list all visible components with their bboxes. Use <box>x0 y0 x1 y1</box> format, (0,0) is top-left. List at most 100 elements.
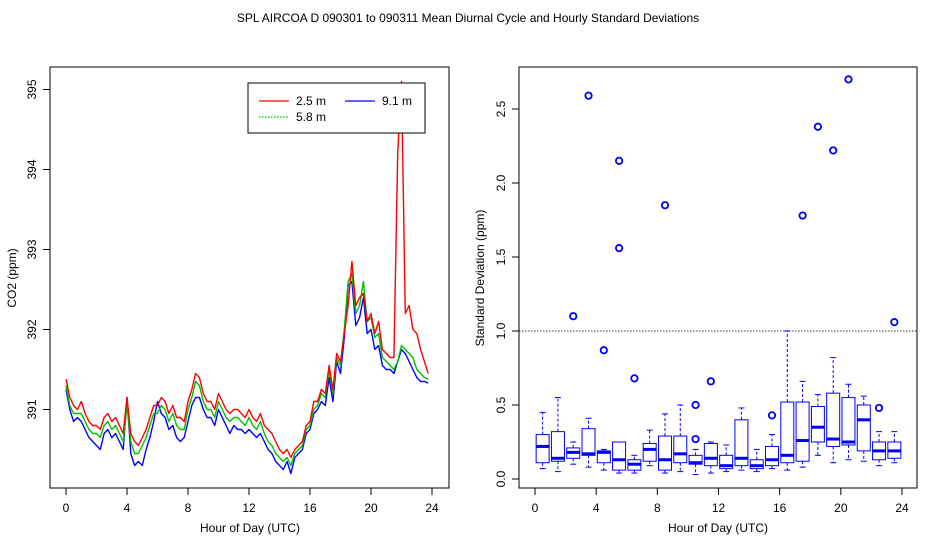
left-y-tick-label: 393 <box>25 239 39 259</box>
outlier-point <box>798 211 807 220</box>
box-iqr <box>673 435 688 464</box>
left-x-tick-label: 20 <box>364 501 378 515</box>
right-x-axis-label: Hour of Day (UTC) <box>668 521 768 535</box>
outlier-point <box>584 91 593 100</box>
legend: 2.5 m 5.8 m 9.1 m <box>247 82 426 134</box>
box-hour-15.5 <box>765 434 780 470</box>
box-iqr <box>826 392 841 447</box>
series-line-5-8m <box>65 272 429 467</box>
left-y-tick-label: 395 <box>25 79 39 99</box>
right-y-tick-label: 0.0 <box>494 470 508 487</box>
box-hour-14.5 <box>749 448 764 473</box>
outlier-point <box>691 434 700 444</box>
box-hour-9.5 <box>673 404 688 473</box>
box-iqr <box>780 401 795 464</box>
box-hour-21.5 <box>856 395 871 462</box>
legend-label-5-8m: 5.8 m <box>296 110 326 124</box>
box-iqr <box>657 435 672 471</box>
outlier-point <box>706 377 715 386</box>
left-x-axis: 0 4 8 12 16 20 24 <box>63 488 439 515</box>
outlier-point <box>844 75 853 84</box>
box-hour-0.5 <box>535 411 550 470</box>
left-x-tick-label: 24 <box>425 501 439 515</box>
box-hour-13.5 <box>734 407 749 471</box>
box-iqr <box>856 404 871 452</box>
box-hour-2.5 <box>566 441 581 465</box>
box-hour-6.5 <box>627 454 642 474</box>
series-line-2-5m <box>65 80 429 459</box>
outlier-point <box>691 400 700 410</box>
right-x-tick-label: 24 <box>895 501 909 515</box>
box-iqr <box>581 428 596 456</box>
box-iqr <box>734 419 749 467</box>
left-x-axis-label: Hour of Day (UTC) <box>200 521 300 535</box>
box-hour-16.5 <box>780 330 795 471</box>
left-x-tick-label: 12 <box>242 501 256 515</box>
right-boxes-group <box>535 330 902 476</box>
box-hour-10.5 <box>688 448 703 476</box>
outlier-point <box>660 201 670 210</box>
box-iqr <box>765 445 780 467</box>
left-y-tick-label: 391 <box>25 399 39 419</box>
outlier-point <box>599 346 608 355</box>
right-y-tick-label: 2.0 <box>494 174 508 191</box>
box-hour-17.5 <box>795 380 810 468</box>
box-hour-5.5 <box>612 441 627 474</box>
outlier-point <box>569 312 578 321</box>
box-hour-23.5 <box>887 431 902 464</box>
outlier-point <box>890 318 899 327</box>
box-iqr <box>535 434 550 464</box>
box-hour-22.5 <box>872 431 887 467</box>
box-hour-18.5 <box>810 394 825 456</box>
left-x-tick-label: 8 <box>185 501 192 515</box>
right-x-tick-label: 12 <box>712 501 726 515</box>
box-iqr <box>810 405 825 443</box>
legend-label-9-1m: 9.1 m <box>382 94 412 108</box>
series-line-9-1m <box>65 280 429 475</box>
outlier-point <box>829 146 838 155</box>
outlier-point <box>615 156 624 165</box>
right-y-axis-label: Standard Deviation (ppm) <box>473 210 487 347</box>
box-hour-1.5 <box>550 397 565 473</box>
box-hour-8.5 <box>657 413 672 474</box>
right-x-tick-label: 20 <box>834 501 848 515</box>
std-box-panel: 0 4 8 12 16 20 24 0.0 0.5 1.0 1.5 2.0 2.5 Hour of D… <box>473 66 918 535</box>
box-iqr <box>642 442 657 462</box>
box-hour-20.5 <box>841 383 856 461</box>
right-outliers-group <box>569 75 899 444</box>
co2-line-panel: 0 4 8 12 16 20 24 391 392 393 394 395 Hour of Day … <box>5 66 450 535</box>
right-y-tick-label: 2.5 <box>494 100 508 117</box>
right-y-tick-label: 0.5 <box>494 396 508 413</box>
right-x-tick-label: 16 <box>773 501 787 515</box>
legend-box <box>247 82 426 134</box>
figure-title: SPL AIRCOA D 090301 to 090311 Mean Diurn… <box>237 11 699 25</box>
left-series-group <box>65 80 429 475</box>
box-hour-7.5 <box>642 429 657 467</box>
box-iqr <box>550 431 565 462</box>
box-iqr <box>841 397 856 446</box>
outlier-point <box>767 411 777 420</box>
right-x-axis: 0 4 8 12 16 20 24 <box>532 488 909 515</box>
right-y-tick-label: 1.5 <box>494 248 508 265</box>
left-y-axis-label: CO2 (ppm) <box>5 248 19 307</box>
left-x-tick-label: 4 <box>124 501 131 515</box>
outlier-point <box>630 374 639 383</box>
box-iqr <box>703 442 718 467</box>
legend-label-2-5m: 2.5 m <box>296 94 326 108</box>
left-y-tick-label: 394 <box>25 159 39 179</box>
box-hour-19.5 <box>826 357 841 464</box>
left-y-axis: 391 392 393 394 395 <box>25 79 50 420</box>
left-y-tick-label: 392 <box>25 319 39 339</box>
left-x-tick-label: 0 <box>63 501 70 515</box>
box-hour-12.5 <box>719 444 734 473</box>
right-x-tick-label: 8 <box>654 501 661 515</box>
outlier-point <box>813 122 822 131</box>
box-hour-3.5 <box>581 417 596 468</box>
right-y-axis: 0.0 0.5 1.0 1.5 2.0 2.5 <box>494 100 519 487</box>
box-iqr <box>612 441 627 471</box>
outlier-point <box>874 403 884 413</box>
box-hour-4.5 <box>596 448 611 471</box>
box-hour-11.5 <box>703 441 718 474</box>
